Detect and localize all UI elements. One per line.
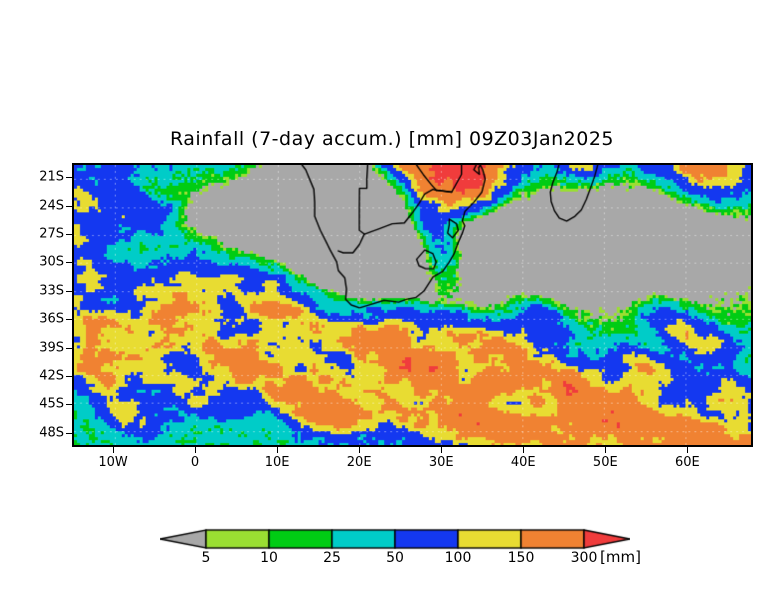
map-plot-area bbox=[72, 163, 753, 447]
y-axis-label: 30S bbox=[39, 254, 64, 270]
rainfall-raster bbox=[74, 165, 751, 445]
colorbar-tick-label: 150 bbox=[507, 550, 535, 566]
colorbar-swatches bbox=[160, 528, 630, 550]
y-axis-label: 21S bbox=[39, 169, 64, 185]
y-axis-label: 36S bbox=[39, 311, 64, 327]
x-axis-label: 30E bbox=[428, 455, 454, 470]
colorbar bbox=[160, 528, 630, 550]
y-axis-label: 24S bbox=[39, 198, 64, 214]
colorbar-tick-label: 100 bbox=[444, 550, 472, 566]
y-axis-label: 48S bbox=[39, 425, 64, 441]
x-axis-label: 40E bbox=[510, 455, 536, 470]
y-axis-label: 42S bbox=[39, 368, 64, 384]
x-axis-tick bbox=[441, 447, 443, 453]
colorbar-unit-label: [mm] bbox=[600, 548, 641, 566]
x-axis-tick bbox=[605, 447, 607, 453]
x-axis-tick bbox=[113, 447, 115, 453]
x-axis-tick bbox=[359, 447, 361, 453]
y-axis-label: 39S bbox=[39, 340, 64, 356]
colorbar-tick-label: 10 bbox=[260, 550, 278, 566]
y-axis-tick bbox=[66, 404, 72, 406]
x-axis-label: 20E bbox=[346, 455, 372, 470]
x-axis-tick bbox=[277, 447, 279, 453]
y-axis-tick bbox=[66, 177, 72, 179]
x-axis-label: 50E bbox=[592, 455, 618, 470]
y-axis-tick bbox=[66, 205, 72, 207]
y-axis-tick bbox=[66, 262, 72, 264]
colorbar-tick-label: 5 bbox=[201, 550, 211, 566]
y-axis-label: 45S bbox=[39, 396, 64, 412]
y-axis-tick bbox=[66, 376, 72, 377]
x-axis-tick bbox=[687, 447, 689, 453]
y-axis-label: 27S bbox=[39, 226, 64, 242]
y-axis-tick bbox=[66, 290, 72, 292]
x-axis-label: 60E bbox=[674, 455, 700, 470]
colorbar-tick-label: 300 bbox=[570, 550, 598, 566]
colorbar-tick-label: 50 bbox=[386, 550, 404, 566]
x-axis-label: 10W bbox=[98, 455, 128, 470]
y-axis-label: 33S bbox=[39, 283, 64, 299]
y-axis-tick bbox=[66, 319, 72, 321]
y-axis-tick bbox=[66, 347, 72, 349]
x-axis-label: 0 bbox=[190, 455, 200, 470]
x-axis-tick bbox=[195, 447, 197, 453]
y-axis-tick bbox=[66, 432, 72, 434]
y-axis-tick bbox=[66, 234, 72, 235]
page-title: Rainfall (7-day accum.) [mm] 09Z03Jan202… bbox=[170, 128, 614, 150]
x-axis-label: 10E bbox=[264, 455, 290, 470]
x-axis-tick bbox=[523, 447, 525, 453]
colorbar-tick-label: 25 bbox=[323, 550, 341, 566]
